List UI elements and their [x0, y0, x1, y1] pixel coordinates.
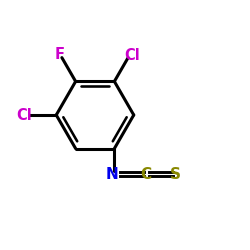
Text: C: C [140, 166, 151, 182]
Text: F: F [55, 47, 65, 62]
Text: N: N [106, 166, 118, 182]
Text: Cl: Cl [124, 48, 140, 63]
Text: Cl: Cl [16, 108, 32, 122]
Text: S: S [170, 166, 181, 182]
